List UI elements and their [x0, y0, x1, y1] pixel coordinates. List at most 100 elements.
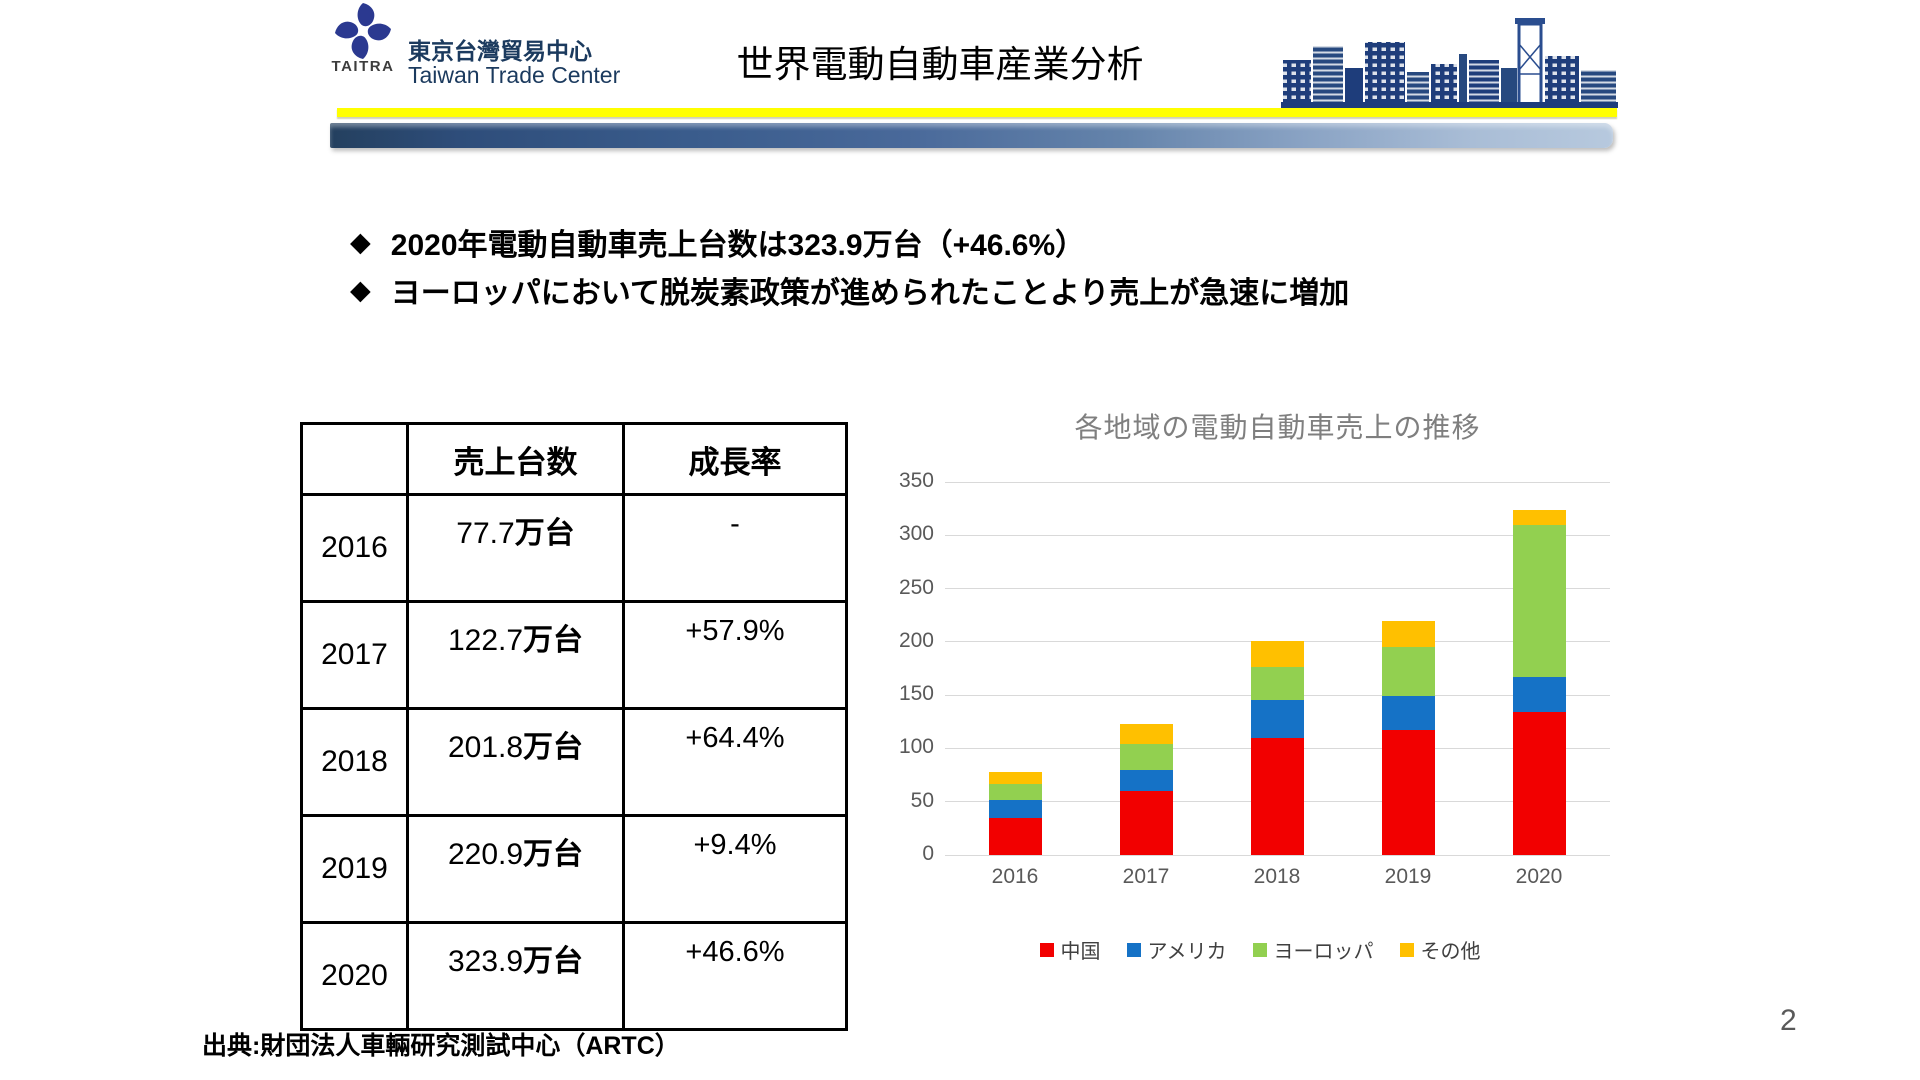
chart-gridline	[945, 588, 1610, 590]
table-row: 2016 77.7万台 -	[300, 493, 848, 603]
legend-label: ヨーロッパ	[1273, 941, 1374, 963]
y-axis-tick-label: 300	[898, 522, 934, 546]
page-title: 世界電動自動車産業分析	[736, 44, 1144, 85]
taitra-logo-text: TAITRA	[331, 58, 395, 75]
chart-legend: 中国 アメリカ ヨーロッパ その他	[910, 935, 1610, 964]
sales-unit: 万台	[514, 517, 575, 550]
bar-segment-china-2018	[1250, 737, 1304, 855]
sales-value: 220.9	[447, 838, 524, 871]
bullet-item-2: ◆ ヨーロッパにおいて脱炭素政策が進められたことより売上が急速に増加	[350, 266, 1349, 314]
bar-segment-others-2017	[1119, 723, 1173, 745]
bullet-list: ◆ 2020年電動自動車売上台数は323.9万台（+46.6%） ◆ ヨーロッパ…	[350, 218, 1349, 314]
legend-item-china: 中国	[1039, 935, 1101, 964]
table-row: 2018 201.8万台 +64.4%	[300, 707, 848, 817]
table-row: 2020 323.9万台 +46.6%	[300, 921, 848, 1031]
bar-segment-america-2018	[1250, 700, 1304, 738]
year-cell: 2018	[300, 707, 409, 817]
bar-segment-china-2017	[1119, 791, 1173, 855]
sales-table: 売上台数 成長率 2016 77.7万台 -2017 122.7万台 +57.9% 201…	[300, 422, 848, 1031]
bar-segment-europe-2016	[988, 783, 1042, 800]
legend-label: アメリカ	[1147, 941, 1227, 963]
bar-segment-others-2020	[1512, 509, 1566, 525]
sales-cell: 122.7万台	[406, 600, 625, 710]
table-header-row: 売上台数 成長率	[300, 422, 848, 496]
yellow-divider	[337, 108, 1617, 117]
sales-value: 77.7	[456, 517, 515, 550]
chart-gridline	[945, 534, 1610, 536]
header-cell-sales: 売上台数	[406, 422, 625, 496]
year-cell: 2020	[300, 921, 409, 1031]
growth-cell: -	[622, 493, 848, 603]
bar-segment-china-2016	[988, 817, 1042, 855]
y-axis-tick-label: 0	[922, 842, 934, 865]
legend-swatch-icon	[1399, 942, 1414, 957]
cityscape-skyline-icon	[1281, 18, 1618, 108]
bar-segment-others-2016	[988, 771, 1042, 784]
x-axis-tick-label: 2017	[1122, 865, 1170, 888]
growth-cell: +46.6%	[622, 921, 848, 1031]
bullet-text-1: 2020年電動自動車売上台数は323.9万台（+46.6%）	[390, 229, 1086, 262]
chart-plot-area	[945, 481, 1610, 856]
year-cell: 2016	[300, 493, 409, 603]
bullet-item-1: ◆ 2020年電動自動車売上台数は323.9万台（+46.6%）	[350, 218, 1349, 266]
sales-unit: 万台	[523, 624, 584, 657]
header-cell-year	[300, 422, 409, 496]
bar-segment-china-2020	[1512, 712, 1566, 855]
sales-cell: 201.8万台	[406, 707, 625, 817]
legend-swatch-icon	[1252, 942, 1267, 957]
x-axis-tick-label: 2018	[1253, 865, 1301, 888]
org-name-en: Taiwan Trade Center	[408, 62, 621, 88]
y-axis-tick-label: 100	[898, 735, 934, 759]
chart-title: 各地域の電動自動車売上の推移	[1074, 412, 1481, 443]
bar-segment-europe-2020	[1512, 524, 1566, 678]
table-row: 2019 220.9万台 +9.4%	[300, 814, 848, 924]
sales-value: 201.8	[447, 731, 524, 764]
bullet-text-2: ヨーロッパにおいて脱炭素政策が進められたことより売上が急速に増加	[390, 277, 1350, 310]
sales-cell: 323.9万台	[406, 921, 625, 1031]
x-axis-tick-label: 2020	[1515, 865, 1563, 888]
sales-value: 122.7	[447, 624, 524, 657]
source-text: 出典:財団法人車輛研究測試中心（ARTC）	[202, 1032, 680, 1060]
chart-gridline	[945, 481, 1610, 483]
y-axis-tick-label: 250	[898, 575, 934, 599]
legend-item-europe: ヨーロッパ	[1252, 935, 1374, 964]
bar-segment-europe-2017	[1119, 744, 1173, 770]
taitra-logo-icon	[330, 2, 400, 82]
page-number: 2	[1780, 1004, 1797, 1037]
bar-segment-america-2020	[1512, 677, 1566, 713]
bar-segment-america-2017	[1119, 769, 1173, 792]
y-axis-tick-label: 200	[898, 628, 934, 652]
ev-sales-chart: 各地域の電動自動車売上の推移 中国 アメリカ ヨーロッパ その他 0 50 100 150 2…	[870, 400, 1630, 980]
bar-segment-europe-2019	[1381, 647, 1435, 697]
growth-cell: +9.4%	[622, 814, 848, 924]
legend-item-others: その他	[1399, 935, 1481, 964]
year-cell: 2017	[300, 600, 409, 710]
header-cell-growth: 成長率	[622, 422, 848, 496]
diamond-bullet-icon: ◆	[350, 227, 371, 257]
bar-segment-america-2016	[988, 799, 1042, 818]
year-cell: 2019	[300, 814, 409, 924]
bar-segment-europe-2018	[1250, 667, 1304, 701]
chart-gridline	[945, 854, 1610, 856]
bar-segment-america-2019	[1381, 696, 1435, 731]
diamond-bullet-icon: ◆	[350, 275, 371, 305]
y-axis-tick-label: 150	[898, 682, 934, 706]
legend-swatch-icon	[1126, 942, 1141, 957]
y-axis-tick-label: 350	[898, 469, 934, 492]
x-axis-tick-label: 2019	[1384, 865, 1432, 888]
y-axis-tick-label: 50	[910, 788, 934, 812]
bar-segment-others-2019	[1381, 620, 1435, 648]
x-axis-tick-label: 2016	[991, 865, 1039, 888]
legend-item-america: アメリカ	[1126, 935, 1227, 964]
sales-unit: 万台	[523, 945, 584, 978]
table-row: 2017 122.7万台 +57.9%	[300, 600, 848, 710]
sales-unit: 万台	[523, 731, 584, 764]
sales-unit: 万台	[523, 838, 584, 871]
growth-cell: +64.4%	[622, 707, 848, 817]
cityscape-image	[1281, 14, 1618, 108]
legend-label: その他	[1420, 941, 1481, 963]
sales-cell: 77.7万台	[406, 493, 625, 603]
legend-swatch-icon	[1039, 942, 1054, 957]
legend-label: 中国	[1060, 941, 1101, 963]
